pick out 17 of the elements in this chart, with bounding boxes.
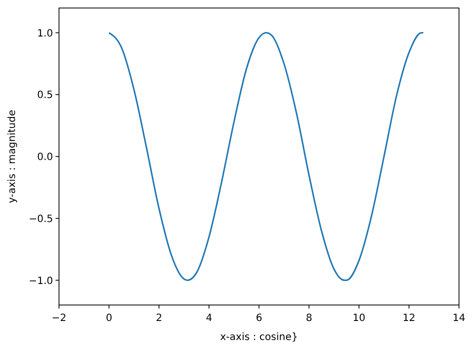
x-tick-label: 8 — [306, 313, 312, 324]
line-series — [108, 32, 424, 281]
x-tick-label: 6 — [256, 313, 262, 324]
y-tick-label: 1.0 — [37, 28, 53, 40]
y-axis-title: y-axis : magnitude — [7, 110, 18, 204]
x-tick-label: −2 — [52, 313, 66, 324]
x-tick-label: 10 — [352, 313, 366, 324]
y-tick-label: −1.0 — [28, 276, 53, 287]
x-tick-label: 4 — [206, 313, 212, 324]
y-tick-label: 0.5 — [37, 90, 53, 102]
x-tick-label: 12 — [402, 313, 416, 324]
x-tick-label: 0 — [106, 313, 112, 324]
x-tick-label: 14 — [452, 313, 466, 324]
x-tick-label: 2 — [156, 313, 162, 324]
y-tick-label: −0.5 — [28, 214, 53, 225]
y-tick-label: 0.0 — [37, 152, 53, 163]
x-axis-title: x-axis : cosine} — [220, 332, 298, 343]
